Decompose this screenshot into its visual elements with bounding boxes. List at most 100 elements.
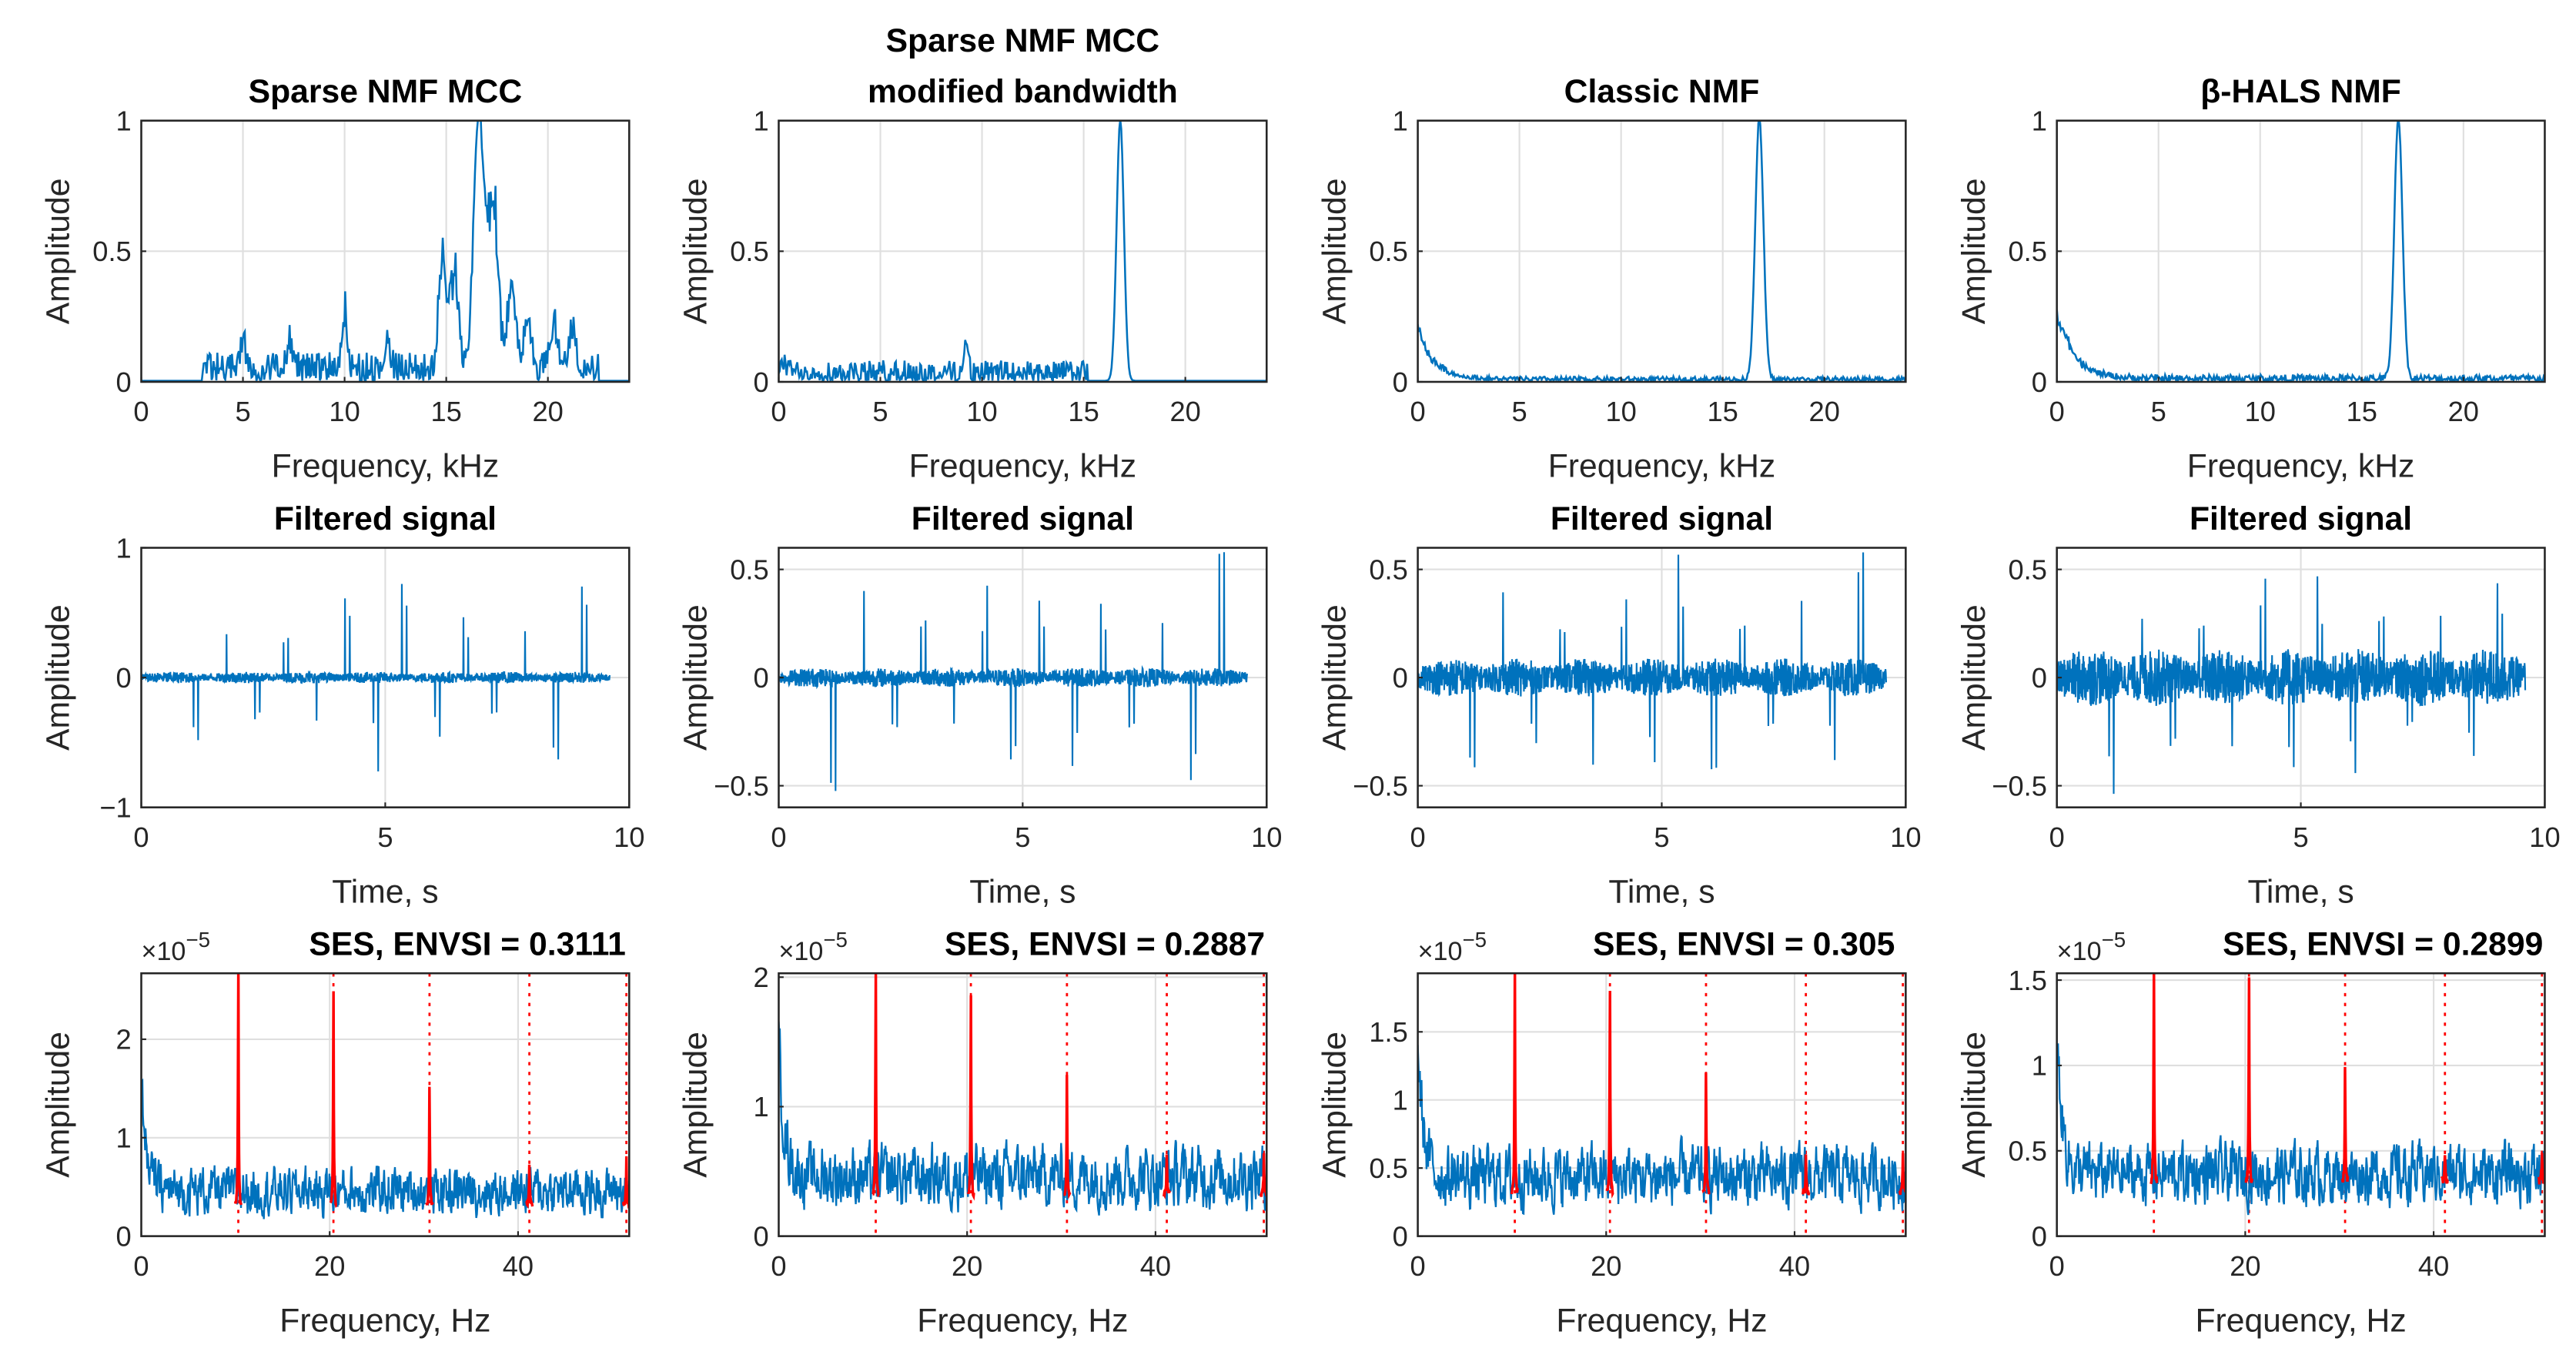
x-tick-label: 5 (2151, 396, 2166, 427)
x-tick-label: 0 (2049, 1250, 2065, 1282)
harmonic-peak (425, 1086, 434, 1206)
y-tick-label: 1 (754, 105, 769, 137)
x-tick-label: 20 (2230, 1250, 2260, 1282)
harmonic-peak (2340, 1066, 2350, 1183)
y-tick-label: 0 (2032, 1220, 2047, 1252)
x-tick-label: 0 (2049, 396, 2065, 427)
x-tick-label: 10 (966, 396, 997, 427)
y-tick-label: 1 (116, 1122, 132, 1154)
y-axis-label: Amplitude (40, 179, 77, 325)
exponent-power: −5 (823, 928, 848, 952)
y-tick-label: 1 (1393, 1085, 1408, 1116)
y-tick-label: 0.5 (2008, 1136, 2046, 1167)
x-axis-label: Frequency, kHz (909, 448, 1137, 485)
y-tick-label: 0.5 (730, 554, 768, 585)
y-tick-label: 0.5 (2008, 236, 2046, 267)
x-tick-label: 20 (2448, 396, 2479, 427)
x-tick-label: 10 (1251, 821, 1282, 853)
axis-exponent: ×10−5 (778, 928, 848, 966)
subplot-title: SES, ENVSI = 0.3111 (309, 926, 625, 963)
y-tick-label: −0.5 (1353, 770, 1408, 801)
x-tick-label: 0 (771, 1250, 786, 1282)
y-tick-label: 0 (1393, 1220, 1408, 1252)
x-tick-label: 20 (1169, 396, 1200, 427)
y-tick-label: 0 (116, 662, 132, 694)
plot-area (2056, 973, 2545, 1236)
y-axis-label: Amplitude (1955, 1032, 1992, 1178)
harmonic-peak (2441, 1155, 2449, 1184)
x-tick-label: 10 (614, 821, 644, 853)
subplot-title: Filtered signal (274, 500, 497, 537)
y-axis-label: Amplitude (677, 604, 714, 751)
axes-box (1417, 972, 1907, 1237)
series-group (2056, 120, 2545, 382)
subplot-title: Filtered signal (1551, 500, 1773, 537)
y-tick-label: 0.5 (1369, 1153, 1407, 1184)
y-axis-label: Amplitude (40, 1032, 77, 1178)
series-group (1417, 973, 1906, 1236)
y-axis-label: Amplitude (1316, 178, 1353, 324)
spectrum-line (2056, 120, 2545, 382)
envelope-spectrum-line (141, 1078, 630, 1219)
y-tick-label: 1 (754, 1091, 769, 1122)
x-tick-label: 20 (532, 396, 563, 427)
series-group (1417, 552, 1888, 770)
signal-line (2056, 576, 2527, 795)
y-axis-label: Amplitude (1316, 604, 1353, 751)
y-tick-label: 0 (754, 662, 769, 694)
y-tick-label: −0.5 (714, 770, 769, 801)
plot-area (778, 973, 1267, 1236)
x-tick-label: 20 (952, 1250, 982, 1282)
subplot-spectrum-4: 0 5 10 15 20 0 0.5 1 Frequency, kHz Amplitude β-HA… (1955, 73, 2546, 485)
x-tick-label: 40 (1779, 1250, 1810, 1282)
subplot-title: Classic NMF (1564, 73, 1760, 110)
y-axis-label: Amplitude (1955, 178, 1992, 324)
harmonic-peak (1701, 1072, 1711, 1195)
envelope-spectrum-line (2056, 1043, 2545, 1216)
x-tick-label: 10 (2245, 396, 2276, 427)
subplot-title: Sparse NMF MCC (249, 73, 523, 110)
x-tick-label: 15 (2347, 396, 2377, 427)
subplot-spectrum-1: 0 5 10 15 20 0 0.5 1 Frequency, kHz Amplitude Spar… (40, 73, 631, 485)
axes-box (778, 972, 1268, 1237)
x-axis-label: Frequency, kHz (272, 448, 500, 485)
y-tick-label: −1 (99, 791, 131, 823)
y-axis-label: Amplitude (40, 604, 77, 751)
harmonic-peak (525, 1164, 534, 1209)
harmonic-peak (871, 973, 880, 1198)
y-tick-label: 0 (754, 1220, 769, 1252)
plot-area (1417, 973, 1906, 1236)
exponent-power: −5 (2102, 928, 2126, 952)
signal-line (778, 552, 1248, 791)
axes-box (2056, 972, 2546, 1237)
x-tick-label: 15 (1068, 396, 1099, 427)
x-axis-label: Frequency, Hz (1556, 1302, 1767, 1339)
y-tick-label: 0 (1393, 366, 1408, 398)
y-tick-label: 0 (754, 366, 769, 398)
series-group (2056, 576, 2527, 795)
x-tick-label: 40 (2418, 1250, 2449, 1282)
y-tick-label: 1.5 (2008, 965, 2046, 996)
x-tick-label: 0 (133, 1250, 149, 1282)
subplot-envelope-2: 0 20 40 0 1 2 Frequency, Hz Amplitude SES, ENVSI… (677, 926, 1268, 1339)
subplot-title: Filtered signal (912, 500, 1134, 537)
x-tick-label: 0 (1410, 396, 1425, 427)
axis-exponent: ×10−5 (1418, 928, 1487, 966)
y-axis-label: Amplitude (677, 179, 714, 325)
harmonic-peak (1605, 991, 1614, 1199)
subplot-title: β-HALS NMF (2200, 73, 2401, 110)
series-group (2056, 973, 2545, 1236)
x-tick-label: 5 (1512, 396, 1527, 427)
y-tick-label: −0.5 (1992, 770, 2047, 801)
x-tick-label: 0 (133, 821, 149, 853)
harmonic-peak (1162, 1154, 1172, 1199)
x-tick-label: 5 (235, 396, 250, 427)
subplot-envelope-3: 0 20 40 0 0.5 1 1.5 Frequency, Hz Amplitude SES, … (1316, 926, 1907, 1339)
y-tick-label: 0 (116, 1220, 132, 1252)
exponent-base: ×10 (2057, 937, 2102, 966)
y-tick-label: 0 (116, 366, 132, 398)
subplot-spectrum-3: 0 5 10 15 20 0 0.5 1 Frequency, kHz Amplitude Clas… (1316, 73, 1907, 485)
series-group (778, 973, 1267, 1236)
